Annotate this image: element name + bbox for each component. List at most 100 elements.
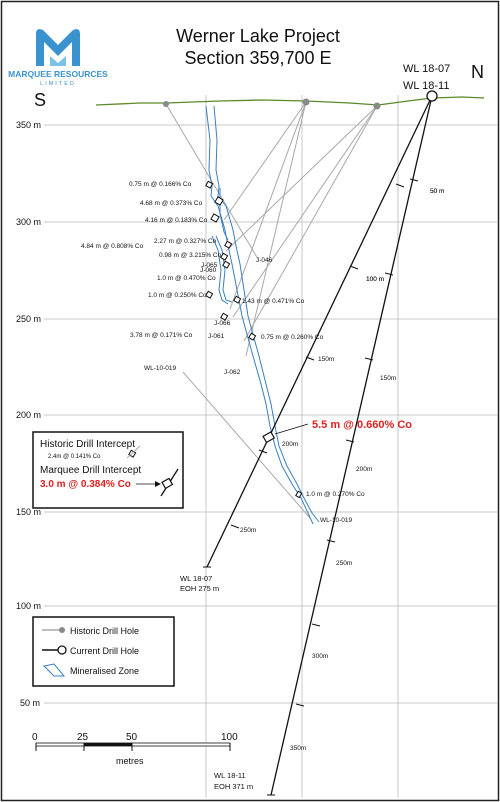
depth-label: 200m <box>282 441 298 448</box>
historic-drill-hole <box>243 105 378 342</box>
historic-intercept-label: 1.0 m @ 0.470% Co <box>157 275 216 282</box>
legend-historic-hole-label: Historic Drill Hole <box>70 626 139 636</box>
depth-tick <box>349 265 359 270</box>
legend-marquee-title: Marquee Drill Intercept <box>40 465 141 476</box>
depth-tick <box>345 439 355 443</box>
figure-title: Werner Lake Project <box>176 26 340 46</box>
depth-tick <box>295 703 305 707</box>
legend-holes-box <box>32 616 175 687</box>
depth-labels-wl1811: 50 m 100 m 150m 200m 250m 300m 350m <box>290 188 444 752</box>
elevation-axis: 350 m 300 m 250 m 200 m 150 m 100 m 50 m <box>16 120 41 708</box>
depth-label: 50 m <box>430 188 444 195</box>
depth-tick <box>409 178 419 182</box>
legend-intercepts: Historic Drill Intercept 2.4m @ 0.141% C… <box>32 431 184 509</box>
historic-hole-labels: J-046 J-065 J-060 J-066 J-061 J-062 WL-1… <box>144 257 353 524</box>
mineralised-zone-outline <box>219 188 229 241</box>
scale-bar-tick-label: 0 <box>32 732 38 743</box>
historic-intercept-marker <box>295 490 303 499</box>
legend-zone-swatch <box>42 663 66 677</box>
elevation-label: 250 m <box>16 314 41 324</box>
current-drill-holes <box>206 95 433 796</box>
eoh-name-wl1807: WL 18-07 <box>180 574 212 583</box>
historic-intercept-labels: 0.75 m @ 0.166% Co 4.68 m @ 0.373% Co 4.… <box>81 181 365 498</box>
drill-hole-wl1807 <box>206 95 433 568</box>
historic-drill-hole <box>223 101 307 221</box>
scale-bar-unit: metres <box>116 756 144 766</box>
historic-intercept-marker <box>222 260 231 269</box>
historic-collar <box>373 102 381 110</box>
scale-bar-segment <box>131 742 231 747</box>
historic-intercept-marker <box>220 312 229 321</box>
elevation-label: 50 m <box>20 698 40 708</box>
depth-label: 150m <box>318 356 334 363</box>
historic-drill-hole <box>182 371 311 519</box>
depth-label: 150m <box>380 375 396 382</box>
mineralised-zone-outline <box>215 235 233 303</box>
historic-drill-hole <box>225 105 378 252</box>
compass-north: N <box>471 62 484 82</box>
logo-mark <box>36 29 80 67</box>
legend-intercepts-box <box>32 431 184 509</box>
historic-intercept-markers <box>205 180 303 499</box>
depth-label: 300m <box>312 653 328 660</box>
mineralised-zone-outline <box>211 235 229 305</box>
depth-tick <box>230 524 240 529</box>
eoh-depth-wl1807: EOH 275 m <box>180 584 219 593</box>
legend-marquee-example: 3.0 m @ 0.384% Co <box>40 479 131 490</box>
legend-marquee-arrow <box>155 481 161 487</box>
depth-label: 350m <box>290 745 306 752</box>
depth-tick <box>305 356 315 361</box>
depth-label: 50 m <box>430 188 444 195</box>
current-collar-marker <box>426 90 438 102</box>
historic-hole-label: WL-10-019 <box>320 517 353 524</box>
drill-hole-wl1811 <box>270 95 433 796</box>
legend-zone-label: Mineralised Zone <box>70 666 139 676</box>
depth-tick <box>311 623 321 627</box>
legend-holes: Historic Drill Hole Current Drill Hole M… <box>32 616 175 687</box>
historic-intercept-label: 2.27 m @ 0.327% Co <box>154 238 217 245</box>
historic-drill-hole <box>229 101 307 310</box>
collar-label-wl1807: WL 18-07 <box>403 63 450 75</box>
logo-mark-inner <box>50 56 66 66</box>
company-name: MARQUEE RESOURCES <box>8 69 108 79</box>
mineralised-zone-outline <box>205 105 314 525</box>
historic-intercept-label: 0.75 m @ 0.260% Co <box>261 334 324 341</box>
grid <box>44 95 497 798</box>
historic-intercept-label: 0.75 m @ 0.166% Co <box>129 181 192 188</box>
compass-south: S <box>34 90 46 110</box>
depth-tick <box>395 183 405 188</box>
legend-current-hole-collar <box>57 645 67 655</box>
legend-historic-marker-line <box>126 445 141 459</box>
historic-hole-label: WL-10-019 <box>144 365 177 372</box>
elevation-label: 300 m <box>16 217 41 227</box>
depth-tick <box>258 449 268 454</box>
historic-intercept-marker <box>205 290 214 299</box>
historic-intercept-marker <box>224 240 233 249</box>
depth-label: 100 m <box>366 276 384 283</box>
historic-intercept-marker <box>220 252 229 261</box>
mineralised-zone <box>205 105 320 525</box>
collar-label-wl1811: WL 18-11 <box>403 80 449 92</box>
scale-bar-tick-label: 100 <box>221 732 238 743</box>
elevation-label: 150 m <box>16 507 41 517</box>
historic-hole-label: J-065 <box>201 262 218 269</box>
company-logo: MARQUEE RESOURCES LIMITED <box>8 29 108 87</box>
historic-intercept-marker <box>205 180 214 189</box>
depth-label: 200m <box>356 466 372 473</box>
historic-intercept-marker <box>214 196 224 206</box>
depth-tick <box>364 357 374 361</box>
legend-historic-example: 2.4m @ 0.141% Co <box>48 454 101 460</box>
legend-current-hole-label: Current Drill Hole <box>70 646 139 656</box>
elevation-label: 200 m <box>16 410 41 420</box>
historic-intercept-label: 4.84 m @ 0.808% Co <box>81 243 144 250</box>
historic-drill-holes <box>165 101 378 519</box>
historic-hole-label: J-061 <box>208 333 225 340</box>
historic-intercept-label: 1.43 m @ 0.471% Co <box>242 298 305 305</box>
legend-historic-title: Historic Drill Intercept <box>40 439 135 450</box>
historic-hole-label: J-066 <box>214 320 231 327</box>
mineralised-zone-outline <box>213 105 320 523</box>
marquee-intercept-label: 5.5 m @ 0.660% Co <box>312 419 412 431</box>
depth-tick <box>326 539 336 543</box>
